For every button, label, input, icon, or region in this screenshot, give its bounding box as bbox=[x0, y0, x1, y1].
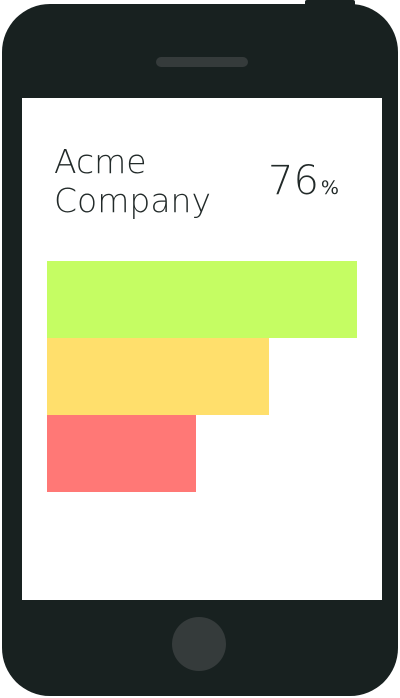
bar-red bbox=[47, 415, 196, 492]
score-readout: 76% bbox=[268, 158, 339, 204]
company-name: Acme Company bbox=[54, 142, 211, 220]
bar-yellow bbox=[47, 338, 269, 415]
home-button[interactable] bbox=[172, 617, 226, 671]
phone-screen: Acme Company 76% bbox=[22, 98, 382, 600]
speaker-grille bbox=[156, 57, 248, 67]
score-unit: % bbox=[320, 177, 339, 199]
bar-green bbox=[47, 261, 357, 338]
score-value: 76 bbox=[268, 158, 319, 204]
bar-stack bbox=[47, 261, 357, 492]
power-button[interactable] bbox=[305, 0, 355, 6]
phone-frame: Acme Company 76% bbox=[2, 4, 398, 696]
